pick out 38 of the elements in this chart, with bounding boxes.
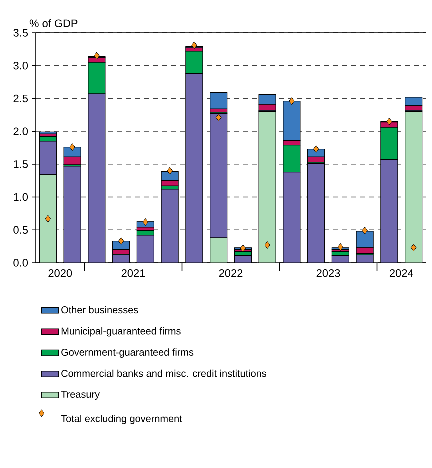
text: 2023 [316,270,340,278]
y-tick-label: 2.0 [14,128,28,136]
point [94,52,100,60]
legend-label: Treasury [61,391,100,400]
point [45,215,52,223]
point [118,238,124,246]
point [216,114,222,122]
legend-label: Municipal-guaranteed firms [62,327,181,337]
point [386,118,392,126]
legend-label: Commercial banks and misc. credit institutions [62,370,267,378]
point [264,242,270,250]
point [142,218,149,226]
point [410,244,417,252]
point [362,227,368,235]
y-tick-label: 1.0 [14,193,28,202]
bar [283,101,301,142]
y-tick-label: 2.5 [14,94,28,103]
bar [210,92,228,110]
legend-label: Government-guaranteed firms [62,348,194,358]
text: 2020 [48,270,72,278]
legend-label: Total excluding government [61,415,182,424]
point [289,98,295,106]
bar [405,97,423,106]
point [192,42,198,50]
y-tick-label: 0.0 [14,259,28,267]
y-axis-title: % of GDP [30,19,78,28]
y-tick-label: 3.0 [14,62,28,70]
y-tick-label: 1.5 [14,160,28,168]
point [70,144,76,152]
text: 2021 [122,270,146,278]
y-tick-label: 0.5 [14,226,28,234]
text: 2022 [219,270,243,278]
point [338,243,344,251]
point [167,167,173,175]
y-tick-label: 3.5 [14,29,28,37]
legend-label: Other businesses [62,306,138,314]
text: 2024 [390,270,414,278]
point [240,244,246,252]
